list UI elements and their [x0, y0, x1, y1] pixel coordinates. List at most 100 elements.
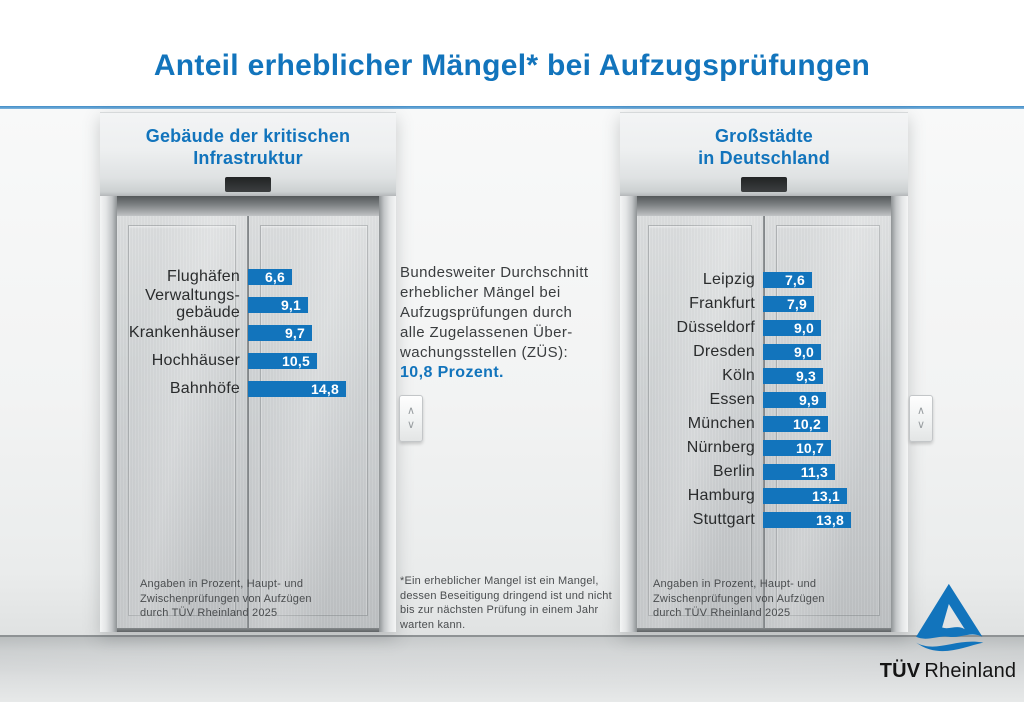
bar-label: Stuttgart: [692, 510, 755, 528]
bar-label: Köln: [722, 366, 755, 384]
bar: 11,3: [763, 464, 835, 480]
elevator-left-lintel: Gebäude der kritischen Infrastruktur: [100, 112, 396, 196]
footnote-left: Angaben in Prozent, Haupt- und Zwischenp…: [140, 578, 312, 620]
call-up-icon: ∧: [916, 404, 926, 417]
bar: 14,8: [248, 381, 346, 397]
chart-row: Hochhäuser 10,5: [110, 347, 386, 375]
bar: 9,0: [763, 320, 821, 336]
bar: 9,1: [248, 297, 308, 313]
bar-value: 9,3: [795, 368, 816, 384]
chart-row: Nürnberg 10,7: [628, 436, 900, 460]
footnote-definition: *Ein erheblicher Mangel ist ein Mangel, …: [400, 575, 612, 631]
chart-row: Bahnhöfe 14,8: [110, 375, 386, 403]
bar-value: 7,6: [784, 272, 805, 288]
call-down-icon: ∨: [406, 419, 416, 431]
chart-row: Leipzig 7,6: [628, 268, 900, 292]
bar-value: 9,0: [793, 344, 814, 360]
door-threshold: [637, 628, 891, 632]
bar-value: 9,1: [280, 297, 301, 313]
call-down-icon: ∨: [916, 419, 926, 431]
bar-label: Düsseldorf: [676, 318, 755, 336]
tuv-rheinland-logo-text: TÜV Rheinland: [878, 660, 1018, 683]
footnote-right: Angaben in Prozent, Haupt- und Zwischenp…: [653, 578, 825, 620]
bar-label: Hochhäuser: [151, 351, 240, 369]
national-average-body: Bundesweiter Durchschnitt erheblicher Mä…: [400, 264, 589, 361]
elevator-right-title: Großstädte in Deutschland: [698, 126, 830, 168]
floor-background: [0, 635, 1024, 702]
floor-indicator-display: [225, 176, 271, 192]
bar-label: Hamburg: [687, 486, 755, 504]
logo-text-bold: TÜV: [879, 660, 921, 682]
bar-value: 13,1: [811, 488, 840, 504]
bar-value: 9,9: [798, 392, 819, 408]
bar: 7,9: [763, 296, 814, 312]
logo-text-regular: Rheinland: [924, 660, 1017, 682]
bar-label: Leipzig: [702, 270, 755, 288]
bar: 7,6: [763, 272, 812, 288]
bar: 10,7: [763, 440, 831, 456]
door-panel-left: [637, 216, 764, 628]
top-divider-line: [0, 106, 1024, 109]
chart-row: Hamburg 13,1: [628, 484, 900, 508]
bar-value: 9,0: [793, 320, 814, 336]
elevator-left-title: Gebäude der kritischen Infrastruktur: [145, 126, 351, 168]
chart-row: Berlin 11,3: [628, 460, 900, 484]
bar-label: Frankfurt: [689, 294, 755, 312]
bar-value: 10,7: [795, 440, 824, 456]
door-recess-shadow: [103, 196, 393, 216]
chart-row: Krankenhäuser 9,7: [110, 319, 386, 347]
bar: 10,2: [763, 416, 828, 432]
chart-row: Verwaltungs- gebäude 9,1: [110, 287, 386, 321]
bar: 9,7: [248, 325, 312, 341]
door-recess-shadow: [623, 196, 905, 216]
bar-value: 10,5: [281, 353, 310, 369]
bar-value: 9,7: [284, 325, 305, 341]
bar: 9,0: [763, 344, 821, 360]
tuv-rheinland-logo-icon: [916, 583, 984, 652]
bar: 9,3: [763, 368, 823, 384]
elevator-call-panel-right: ∧ ∨: [909, 395, 933, 442]
bar-value: 11,3: [800, 464, 828, 480]
door-panel-left: [117, 216, 248, 628]
elevator-right: Großstädte in Deutschland Leipzig 7,6 Fran…: [620, 112, 908, 632]
bar-label: Verwaltungs- gebäude: [145, 287, 240, 321]
chart-row: Köln 9,3: [628, 364, 900, 388]
chart-german-cities: Leipzig 7,6 Frankfurt 7,9 Düsseldorf 9,0 Dresd…: [628, 268, 900, 532]
bar-value: 7,9: [786, 296, 807, 312]
bar: 13,1: [763, 488, 847, 504]
national-average-value: 10,8 Prozent.: [400, 364, 504, 381]
national-average-text: Bundesweiter Durchschnitt erheblicher Mä…: [400, 263, 618, 383]
bar: 13,8: [763, 512, 851, 528]
floor-indicator-display: [741, 176, 787, 192]
bar-label: Dresden: [693, 342, 755, 360]
bar: 9,9: [763, 392, 826, 408]
chart-row: Düsseldorf 9,0: [628, 316, 900, 340]
call-up-icon: ∧: [406, 404, 416, 417]
bar-label: Flughäfen: [167, 267, 240, 285]
bar-label: Essen: [709, 390, 755, 408]
bar: 6,6: [248, 269, 292, 285]
bar-value: 10,2: [792, 416, 821, 432]
chart-row: Stuttgart 13,8: [628, 508, 900, 532]
door-frame-left: [620, 196, 637, 632]
bar-label: München: [687, 414, 755, 432]
tuv-rheinland-logo: TÜV Rheinland: [878, 582, 1018, 683]
door-frame-left: [100, 196, 117, 632]
bar-value: 13,8: [815, 512, 844, 528]
bar-label: Berlin: [712, 462, 755, 480]
chart-row: Essen 9,9: [628, 388, 900, 412]
door-frame-right: [379, 196, 396, 632]
bar-value: 6,6: [264, 269, 285, 285]
bar-label: Nürnberg: [686, 438, 755, 456]
elevator-right-lintel: Großstädte in Deutschland: [620, 112, 908, 196]
chart-critical-infrastructure: Flughäfen 6,6 Verwaltungs- gebäude 9,1 Krank…: [110, 263, 386, 403]
door-threshold: [117, 628, 379, 632]
page-title: Anteil erheblicher Mängel* bei Aufzugspr…: [153, 49, 871, 82]
chart-row: München 10,2: [628, 412, 900, 436]
chart-row: Dresden 9,0: [628, 340, 900, 364]
door-frame-right: [891, 196, 908, 632]
chart-row: Frankfurt 7,9: [628, 292, 900, 316]
bar-label: Bahnhöfe: [169, 379, 240, 397]
bar: 10,5: [248, 353, 317, 369]
